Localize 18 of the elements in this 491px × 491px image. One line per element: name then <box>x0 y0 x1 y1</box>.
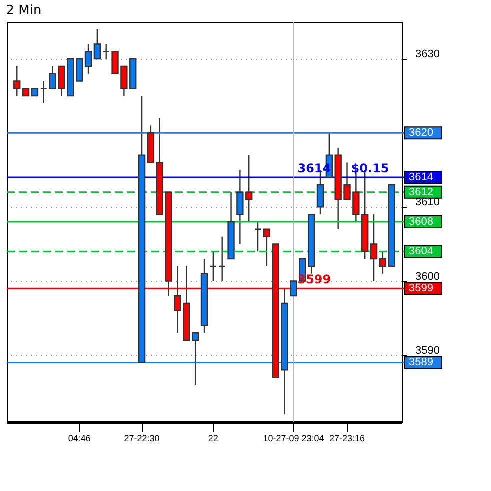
x-tick-label: 04:46 <box>68 434 91 444</box>
y-tick-label: 3600 <box>416 270 440 283</box>
ref-line-label: 3612 <box>409 186 434 198</box>
x-tick-label: 10-27-09 23:04 <box>263 434 324 444</box>
x-tick-label: 22 <box>208 434 218 444</box>
ref-line-label: 3620 <box>409 127 434 140</box>
annotation: $0.15 <box>351 162 390 176</box>
ref-line-label: 3608 <box>409 216 434 228</box>
chart-title: 2 Min <box>6 4 42 18</box>
y-tick-label: 3590 <box>416 344 440 357</box>
x-tick-label: 27-23:16 <box>329 434 366 444</box>
ref-line-label: 3614 <box>409 172 434 184</box>
y-tick-label: 3630 <box>416 48 440 61</box>
ref-line-label: 3604 <box>409 246 434 258</box>
ref-line-label: 3599 <box>409 282 434 295</box>
x-tick-label: 27-22:30 <box>124 434 160 444</box>
ref-line-label: 3589 <box>409 356 434 369</box>
annotation: 3599 <box>298 272 332 287</box>
